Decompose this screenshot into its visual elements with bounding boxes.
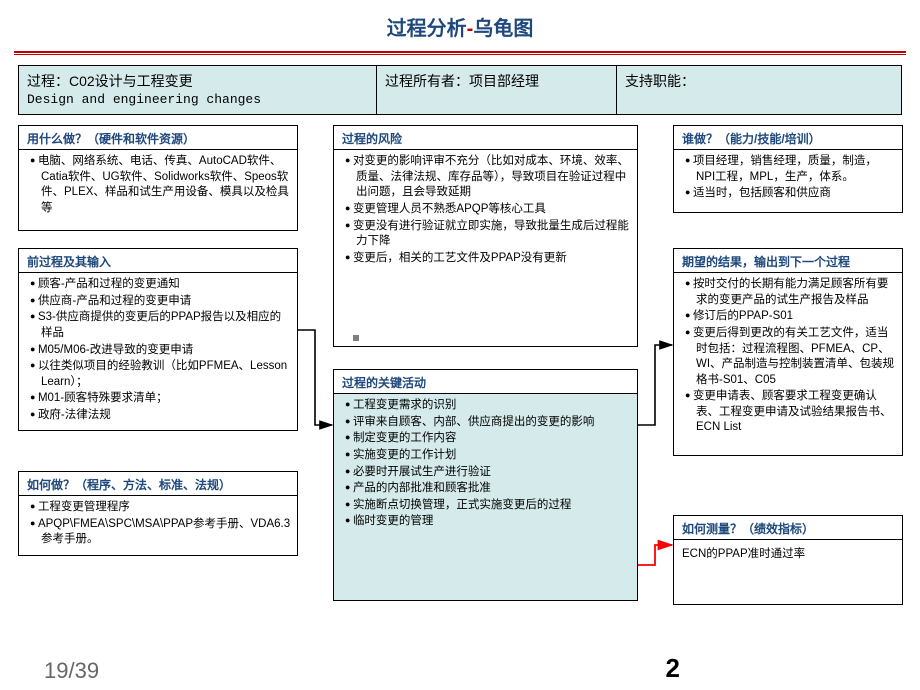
header-owner: 过程所有者：项目部经理 (377, 66, 617, 114)
page-number-right: 2 (666, 653, 680, 684)
list-item: S3-供应商提供的变更后的PPAP报告以及相应的样品 (29, 310, 291, 341)
owner-value: 项目部经理 (469, 73, 539, 89)
box-activities-items: 工程变更需求的识别评审来自顾客、内部、供应商提出的变更的影响制定变更的工作内容实… (340, 398, 631, 529)
box-risks-title: 过程的风险 (334, 126, 637, 150)
support-label: 支持职能： (625, 73, 695, 89)
list-item: M01-顾客特殊要求清单； (29, 391, 291, 407)
title-part2: 乌龟图 (473, 18, 533, 40)
box-who: 谁做？（能力/技能/培训） 项目经理，销售经理，质量，制造，NPI工程，MPL，… (673, 125, 903, 213)
list-item: 电脑、网络系统、电话、传真、AutoCAD软件、Catia软件、UG软件、Sol… (29, 154, 291, 216)
list-item: 按时交付的长期有能力满足顾客所有要求的变更产品的试生产报告及样品 (684, 277, 896, 308)
arrow-activities-measure (638, 545, 672, 565)
arrow-activities-outputs (638, 345, 672, 425)
list-item: 变更后，相关的工艺文件及PPAP没有更新 (344, 251, 631, 267)
list-item: 政府-法律法规 (29, 408, 291, 424)
box-who-items: 项目经理，销售经理，质量，制造，NPI工程，MPL，生产，体系。适当时，包括顾客… (680, 154, 896, 202)
box-risks: 过程的风险 对变更的影响评审不充分（比如对成本、环境、效率、质量、法律法规、库存… (333, 125, 638, 347)
box-inputs: 前过程及其输入 顾客-产品和过程的变更通知供应商-产品和过程的变更申请S3-供应… (18, 248, 298, 431)
list-item: 适当时，包括顾客和供应商 (684, 186, 896, 202)
list-item: 修订后的PPAP-S01 (684, 309, 896, 325)
box-activities: 过程的关键活动 工程变更需求的识别评审来自顾客、内部、供应商提出的变更的影响制定… (333, 369, 638, 601)
page-title: 过程分析-乌龟图 (0, 0, 920, 49)
list-item: 项目经理，销售经理，质量，制造，NPI工程，MPL，生产，体系。 (684, 154, 896, 185)
list-item: 工程变更管理程序 (29, 500, 291, 516)
list-item: 变更申请表、顾客要求工程变更确认表、工程变更申请及试验结果报告书、ECN Lis… (684, 389, 896, 436)
title-part1: 过程分析 (387, 18, 467, 40)
list-item: 制定变更的工作内容 (344, 431, 631, 447)
box-inputs-title: 前过程及其输入 (19, 249, 297, 273)
divider-bottom (14, 54, 906, 55)
header-support: 支持职能： (617, 66, 901, 114)
list-item: 评审来自顾客、内部、供应商提出的变更的影响 (344, 415, 631, 431)
header-process: 过程：C02设计与工程变更 Design and engineering cha… (19, 66, 377, 114)
owner-label: 过程所有者： (385, 73, 469, 89)
process-code: C02设计与工程变更 (69, 73, 193, 89)
box-measure-body: ECN的PPAP准时通过率 (674, 540, 902, 568)
box-activities-title: 过程的关键活动 (334, 370, 637, 394)
divider-top (14, 51, 906, 53)
box-resources-items: 电脑、网络系统、电话、传真、AutoCAD软件、Catia软件、UG软件、Sol… (25, 154, 291, 216)
list-item: 必要时开展试生产进行验证 (344, 465, 631, 481)
box-who-title: 谁做？（能力/技能/培训） (674, 126, 902, 150)
arrow-inputs-activities (298, 330, 332, 425)
box-risks-items: 对变更的影响评审不充分（比如对成本、环境、效率、质量、法律法规、库存品等），导致… (340, 154, 631, 266)
box-how-title: 如何做？（程序、方法、标准、法规） (19, 472, 297, 496)
box-how: 如何做？（程序、方法、标准、法规） 工程变更管理程序APQP\FMEA\SPC\… (18, 471, 298, 556)
list-item: 变更后得到更改的有关工艺文件，适当时包括：过程流程图、PFMEA、CP、WI、产… (684, 326, 896, 388)
header-row: 过程：C02设计与工程变更 Design and engineering cha… (18, 65, 902, 115)
list-item: 以往类似项目的经验教训（比如PFMEA、Lesson Learn）； (29, 359, 291, 390)
list-item: 顾客-产品和过程的变更通知 (29, 277, 291, 293)
box-inputs-items: 顾客-产品和过程的变更通知供应商-产品和过程的变更申请S3-供应商提供的变更后的… (25, 277, 291, 423)
box-how-items: 工程变更管理程序APQP\FMEA\SPC\MSA\PPAP参考手册、VDA6.… (25, 500, 291, 548)
list-item: 变更没有进行验证就立即实施，导致批量生成后过程能力下降 (344, 219, 631, 250)
box-measure: 如何测量？（绩效指标） ECN的PPAP准时通过率 (673, 515, 903, 605)
list-item: APQP\FMEA\SPC\MSA\PPAP参考手册、VDA6.3参考手册。 (29, 517, 291, 548)
list-item: M05/M06-改进导致的变更申请 (29, 343, 291, 359)
diagram-canvas: 用什么做？（硬件和软件资源） 电脑、网络系统、电话、传真、AutoCAD软件、C… (18, 125, 902, 665)
list-item: 实施断点切换管理，正式实施变更后的过程 (344, 498, 631, 514)
list-item: 对变更的影响评审不充分（比如对成本、环境、效率、质量、法律法规、库存品等），导致… (344, 154, 631, 201)
list-item: 工程变更需求的识别 (344, 398, 631, 414)
list-item: 供应商-产品和过程的变更申请 (29, 294, 291, 310)
box-outputs: 期望的结果，输出到下一个过程 按时交付的长期有能力满足顾客所有要求的变更产品的试… (673, 248, 903, 456)
box-measure-title: 如何测量？（绩效指标） (674, 516, 902, 540)
box-outputs-items: 按时交付的长期有能力满足顾客所有要求的变更产品的试生产报告及样品修订后的PPAP… (680, 277, 896, 435)
process-label: 过程： (27, 73, 69, 89)
box-resources: 用什么做？（硬件和软件资源） 电脑、网络系统、电话、传真、AutoCAD软件、C… (18, 125, 298, 231)
list-item: 产品的内部批准和顾客批准 (344, 481, 631, 497)
list-item: 临时变更的管理 (344, 514, 631, 530)
box-outputs-title: 期望的结果，输出到下一个过程 (674, 249, 902, 273)
list-item: 变更管理人员不熟悉APQP等核心工具 (344, 202, 631, 218)
box-resources-title: 用什么做？（硬件和软件资源） (19, 126, 297, 150)
list-item: 实施变更的工作计划 (344, 448, 631, 464)
process-en: Design and engineering changes (27, 91, 368, 109)
page-number-left: 19/39 (44, 658, 99, 684)
